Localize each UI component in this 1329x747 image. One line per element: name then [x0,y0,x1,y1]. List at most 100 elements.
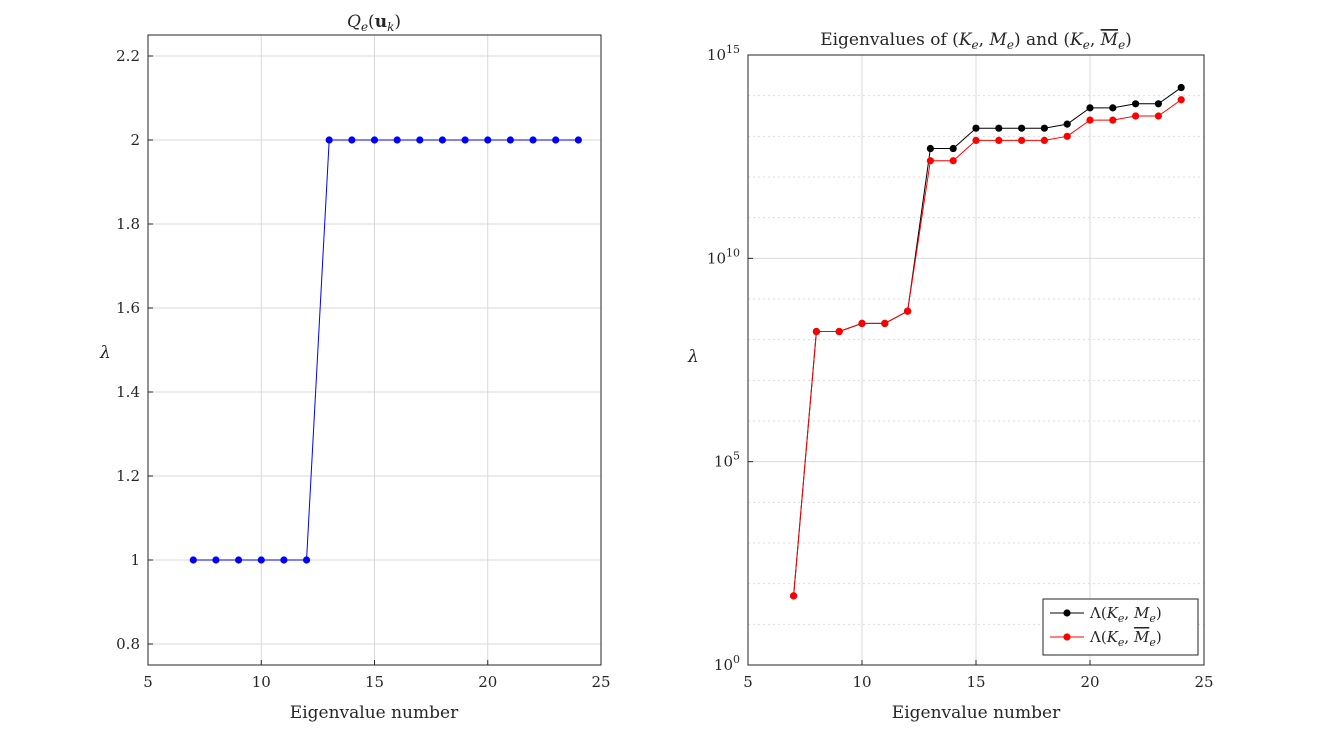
y-tick-labels: 100 105 1010 1015 [707,43,740,674]
data-point [529,136,537,144]
data-point [348,136,356,144]
data-point [302,556,311,564]
x-axis-label: Eigenvalue number [290,703,459,723]
y-tick-label: 1.6 [116,299,140,317]
data-point-series-1 [995,136,1003,144]
series-points-group [189,136,582,564]
legend-swatch-marker-km [1063,609,1071,617]
data-point-series-1 [1040,136,1048,144]
data-point-series-1 [812,327,821,336]
y-tick-label: 2.2 [116,47,140,65]
data-point-series-1 [1063,132,1071,140]
x-tick-labels: 5 10 15 20 25 [743,673,1213,691]
data-point-series-0 [972,124,980,132]
data-point [235,556,243,564]
data-point-series-0 [1063,120,1071,128]
x-tick-label: 5 [743,673,753,691]
x-tick-label: 5 [143,673,153,691]
axes-box [747,54,1205,666]
y-tick-label: 100 [714,653,740,674]
x-axis-label: Eigenvalue number [892,703,1061,723]
data-point-series-0 [995,124,1003,132]
data-point-series-0 [1109,104,1117,112]
data-point [280,556,288,564]
data-point-series-0 [949,144,957,153]
x-tick-label: 15 [365,673,384,691]
data-point-series-1 [1086,116,1094,124]
data-point [574,136,582,144]
data-point [370,136,379,144]
legend-label-km: Λ(Ke, Me) [1089,604,1162,625]
y-tick-label: 1 [130,551,140,569]
data-point-series-0 [926,144,935,153]
data-point-series-1 [972,136,980,144]
x-tick-label: 20 [1080,673,1099,691]
x-tick-label: 10 [252,673,271,691]
data-point-series-1 [1154,112,1162,120]
data-point-series-0 [1132,100,1140,108]
data-point-series-1 [858,319,866,327]
data-point [461,136,469,144]
chart-title: Qe(uk) [347,12,401,34]
data-point-series-1 [1109,116,1117,124]
series-points-group [790,83,1185,600]
data-point [257,556,265,564]
x-tick-label: 25 [591,673,610,691]
data-point-series-0 [1040,124,1048,132]
data-point [484,136,492,144]
data-point-series-1 [926,157,935,165]
chart-title: Eigenvalues of (Ke, Me) and (Ke, Me) [820,30,1132,52]
legend-box [1042,598,1199,656]
legend-swatch-marker-kmbar [1063,633,1071,641]
data-point-series-1 [1132,112,1140,120]
data-point [416,136,424,144]
y-tick-labels: 0.8 1 1.2 1.4 1.6 1.8 2 2.2 [116,47,140,653]
data-point [552,136,560,144]
data-point [438,136,447,144]
y-axis-label: λ [687,347,699,367]
y-axis-label: λ [99,343,111,363]
axes-box [147,34,602,666]
data-point-series-1 [881,319,889,327]
data-point-series-0 [1018,124,1026,132]
data-point-series-0 [1177,83,1185,92]
x-tick-labels: 5 10 15 20 25 [143,673,610,691]
legend: Λ(Ke, Me) Λ(Ke, Me) [1042,598,1199,656]
x-tick-label: 15 [966,673,985,691]
x-tick-label: 10 [852,673,871,691]
data-point [325,136,333,144]
data-point-series-1 [835,327,843,336]
chart-quality-measure: 5 10 15 20 25 0.8 1 1.2 1.4 1.6 1.8 2 2.2 Qe(uk) Ei… [99,12,611,723]
y-tick-label: 1015 [707,43,740,64]
data-point [189,556,197,564]
series-line-1 [793,99,1182,596]
data-point-series-1 [904,307,912,315]
data-point-series-1 [790,592,798,600]
series-lines-group [793,87,1182,596]
y-tick-label: 0.8 [116,635,140,653]
series-line-quality [193,139,579,561]
series-line-group [193,139,579,561]
data-point-series-1 [1018,136,1026,144]
data-point [212,556,220,564]
data-point-series-0 [1154,100,1162,108]
grid [147,35,602,665]
y-tick-label: 2 [130,131,140,149]
y-tick-label: 1.8 [116,215,140,233]
data-point-series-1 [1177,96,1185,104]
grid [747,54,1205,666]
legend-label-kmbar: Λ(Ke, Me) [1089,628,1162,649]
data-point [506,136,514,144]
y-tick-label: 1.2 [116,467,140,485]
x-tick-label: 25 [1194,673,1213,691]
series-line-0 [793,87,1182,596]
data-point-series-0 [1086,104,1094,112]
y-tick-label: 105 [714,450,740,471]
y-tick-label: 1010 [707,246,740,267]
data-point [393,136,401,144]
x-tick-label: 20 [478,673,497,691]
y-tick-label: 1.4 [116,383,140,401]
data-point-series-1 [949,157,957,165]
